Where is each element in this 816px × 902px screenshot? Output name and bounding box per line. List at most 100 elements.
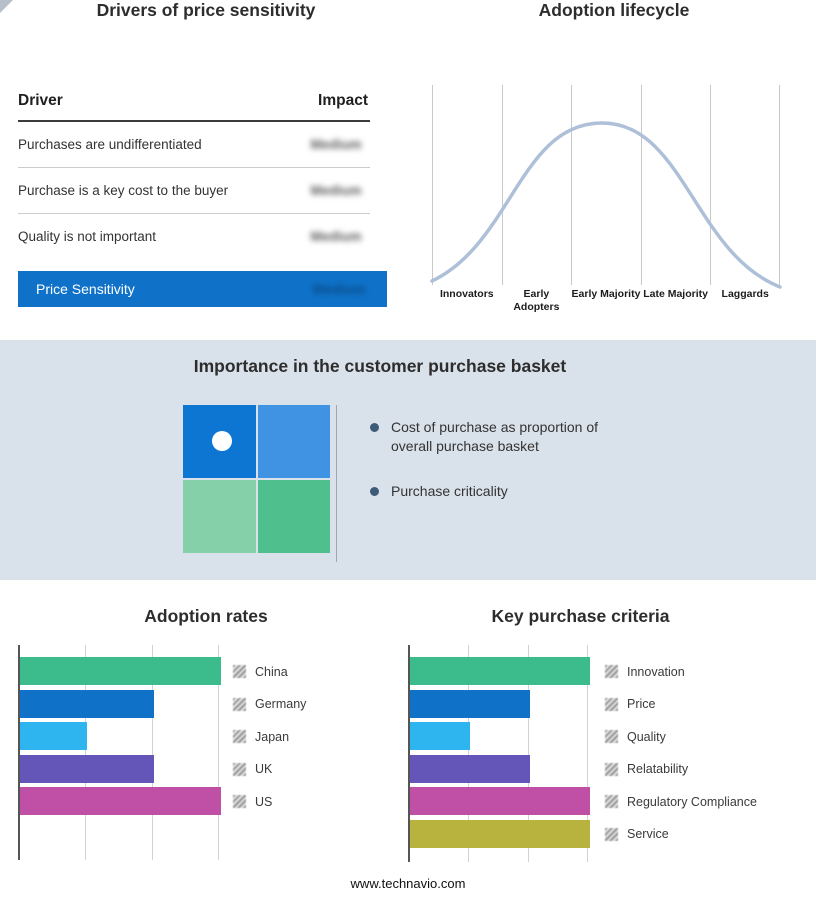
lifecycle-panel-title: Adoption lifecycle [538,0,690,20]
driver-text: Purchases are undifferentiated [18,137,202,152]
bullet-icon [370,423,379,432]
price-sensitivity-label: Price Sensitivity [36,281,135,297]
legend-marker-icon [605,762,618,776]
driver-text: Purchase is a key cost to the buyer [18,183,229,198]
legend-item: Price [605,697,655,711]
legend-flag-icon [233,762,246,776]
key-purchase-criteria-chart [408,645,590,862]
bell-curve-line [430,121,782,289]
impact-value-redacted: Medium [310,137,362,152]
legend-item: China [233,665,288,679]
table-row: Quality is not important Medium [18,214,370,259]
bar-service [410,819,590,848]
quadrant-bottom-right [257,480,330,553]
drivers-panel-title: Drivers of price sensitivity [96,0,316,20]
legend-label: UK [255,762,273,776]
legend-item: Innovation [605,665,685,679]
gridline [501,85,503,285]
legend-label: Regulatory Compliance [627,794,757,809]
bullet-text: Purchase criticality [391,482,508,499]
y-axis-line [18,645,20,860]
gridline [527,645,529,862]
gridline [640,85,642,285]
gridline [432,85,433,285]
legend-marker-icon [605,827,618,841]
impact-value-redacted: Medium [310,229,362,244]
bar-japan [20,722,87,750]
legend-marker-icon [605,665,618,678]
legend-flag-icon [233,730,246,743]
key-purchase-criteria-title: Key purchase criteria [491,606,670,626]
drivers-table-header: Driver Impact [18,92,370,122]
purchase-basket-section: Importance in the customer purchase bask… [0,340,816,580]
legend-item: Regulatory Compliance [605,795,757,809]
legend-label: Service [627,827,669,841]
basket-bullet-list: Cost of purchase as proportion of overal… [370,418,640,527]
gridline [710,85,712,285]
driver-text: Quality is not important [18,229,157,244]
adoption-rates-chart [18,645,221,860]
legend-item: UK [233,762,272,776]
bar-regulatory-compliance [410,787,590,815]
legend-flag-icon [233,795,246,808]
bell-curve-chart [430,121,782,289]
quadrant-bottom-left [183,480,256,553]
legend-item: Service [605,827,669,841]
stage-label-innovators: Innovators [439,288,494,300]
stage-label-laggards: Laggards [721,288,769,300]
legend-label: Quality [627,729,666,744]
bar-germany [20,689,154,718]
price-sensitivity-summary-row: Price Sensitivity Medium [18,271,387,307]
table-row: Purchases are undifferentiated Medium [18,122,370,168]
bar-relatability [410,754,530,783]
column-header-driver: Driver [18,92,63,109]
impact-value-redacted: Medium [312,281,366,297]
bar-quality [410,722,470,750]
gridline [151,645,153,860]
bar-price [410,689,530,718]
adoption-rates-title: Adoption rates [144,606,268,626]
gridline [218,645,219,860]
drivers-table: Driver Impact Purchases are undifferenti… [18,92,370,259]
table-row: Purchase is a key cost to the buyer Medi… [18,168,370,214]
quadrant-top-right [257,405,330,478]
bullet-text: Cost of purchase as proportion of overal… [391,419,599,454]
legend-flag-icon [233,697,246,711]
legend-label: Price [627,697,656,711]
quadrant-matrix [183,405,330,553]
legend-label: Innovation [627,664,685,679]
legend-item: Relatability [605,762,688,776]
gridline [587,645,588,862]
gridline [84,645,86,860]
legend-label: Japan [255,729,290,744]
stage-label-late-majority: Late Majority [643,288,708,300]
bullet-icon [370,486,379,496]
lifecycle-gridlines [432,85,780,285]
purchase-basket-title: Importance in the customer purchase bask… [193,356,567,376]
legend-label: China [255,664,288,679]
bar-uk [20,754,154,783]
legend-item: Japan [233,730,289,744]
bar-china [20,657,221,685]
stage-label-early-majority: Early Majority [571,288,641,300]
gridline [467,645,469,862]
list-item: Purchase criticality [370,482,640,501]
legend-item: Quality [605,730,666,744]
legend-marker-icon [605,730,618,743]
stage-label-early-adopters: Early Adopters [513,288,560,313]
impact-value-redacted: Medium [310,183,362,198]
position-marker-dot [212,431,232,451]
legend-marker-icon [605,697,618,711]
legend-label: US [255,794,273,809]
quadrant-top-left [183,405,256,478]
y-axis-line [408,645,410,862]
gridline [571,85,573,285]
legend-label: Germany [255,697,307,711]
website-url: www.technavio.com [350,876,466,891]
column-header-impact: Impact [318,92,368,109]
bar-us [20,787,221,815]
lifecycle-stage-labels: Innovators Early Adopters Early Majority… [432,288,780,313]
bar-innovation [410,657,590,685]
list-item: Cost of purchase as proportion of overal… [370,418,640,456]
